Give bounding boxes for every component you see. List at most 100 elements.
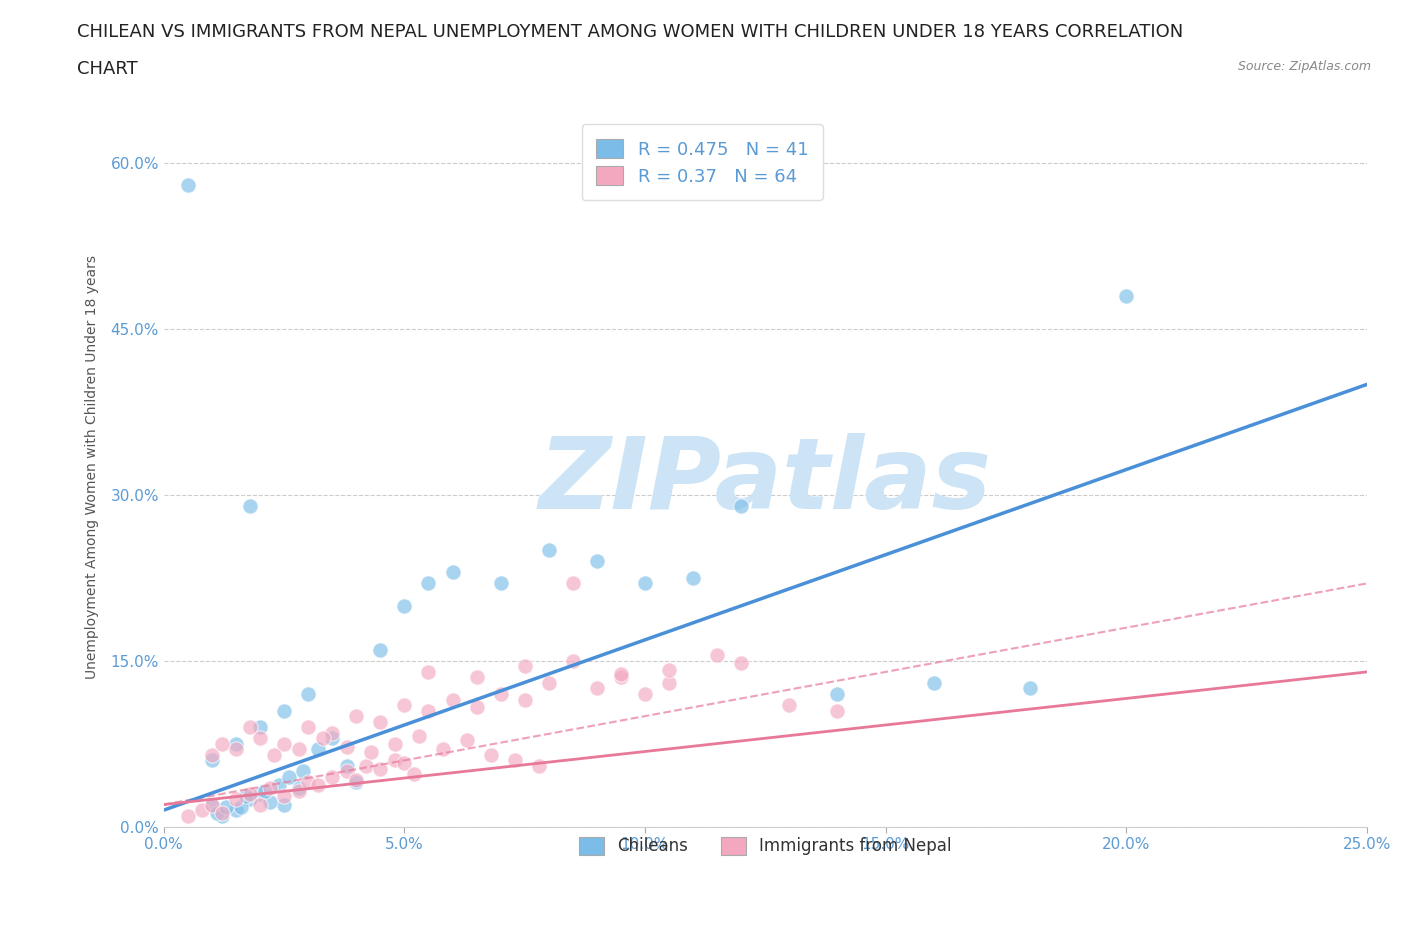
Point [201,797,224,812]
Point [287,780,309,795]
Point [344,775,367,790]
Point [1115,288,1137,303]
Point [277,769,299,784]
Point [489,576,512,591]
Point [465,700,488,715]
Point [249,731,271,746]
Point [259,795,281,810]
Point [263,748,285,763]
Point [706,648,728,663]
Point [249,786,271,801]
Point [287,742,309,757]
Point [307,777,329,792]
Point [418,664,440,679]
Point [402,766,425,781]
Point [225,791,247,806]
Point [634,686,657,701]
Point [177,808,200,823]
Point [394,598,416,613]
Point [307,742,329,757]
Point [456,733,478,748]
Point [537,543,560,558]
Point [239,498,262,513]
Point [730,498,752,513]
Point [394,698,416,712]
Y-axis label: Unemployment Among Women with Children Under 18 years: Unemployment Among Women with Children U… [86,256,100,679]
Point [205,806,228,821]
Point [321,769,343,784]
Point [273,797,295,812]
Point [537,675,560,690]
Point [354,759,377,774]
Point [922,675,945,690]
Point [418,576,440,591]
Point [465,670,488,684]
Point [368,643,391,658]
Legend: Chileans, Immigrants from Nepal: Chileans, Immigrants from Nepal [565,823,966,869]
Point [269,777,291,792]
Point [249,720,271,735]
Point [344,773,367,788]
Point [211,806,233,821]
Point [432,742,454,757]
Point [297,720,319,735]
Point [778,698,800,712]
Point [610,667,633,682]
Point [211,737,233,751]
Point [191,803,214,817]
Text: CHILEAN VS IMMIGRANTS FROM NEPAL UNEMPLOYMENT AMONG WOMEN WITH CHILDREN UNDER 18: CHILEAN VS IMMIGRANTS FROM NEPAL UNEMPLO… [77,23,1184,41]
Point [273,703,295,718]
Point [368,762,391,777]
Point [360,744,382,759]
Point [344,709,367,724]
Point [527,759,550,774]
Point [239,786,262,801]
Point [827,703,849,718]
Point [384,753,406,768]
Point [418,703,440,718]
Text: Source: ZipAtlas.com: Source: ZipAtlas.com [1237,60,1371,73]
Point [253,784,276,799]
Point [586,554,609,569]
Point [239,720,262,735]
Point [311,731,333,746]
Point [225,742,247,757]
Point [321,725,343,740]
Point [561,654,583,669]
Point [239,791,262,806]
Point [1019,681,1042,696]
Point [658,662,681,677]
Text: ZIPatlas: ZIPatlas [538,433,991,530]
Point [368,714,391,729]
Point [394,755,416,770]
Point [610,670,633,684]
Point [225,803,247,817]
Point [321,731,343,746]
Point [336,739,359,754]
Point [586,681,609,696]
Point [273,737,295,751]
Point [408,728,430,743]
Point [229,800,252,815]
Point [201,753,224,768]
Point [634,576,657,591]
Point [273,789,295,804]
Point [201,797,224,812]
Point [441,565,464,579]
Point [177,178,200,193]
Point [215,800,238,815]
Point [489,686,512,701]
Point [259,780,281,795]
Point [561,576,583,591]
Point [201,748,224,763]
Point [336,759,359,774]
Point [249,797,271,812]
Point [682,570,704,585]
Point [827,686,849,701]
Point [235,789,257,804]
Point [513,692,536,707]
Point [384,737,406,751]
Point [441,692,464,707]
Point [513,659,536,674]
Point [503,753,526,768]
